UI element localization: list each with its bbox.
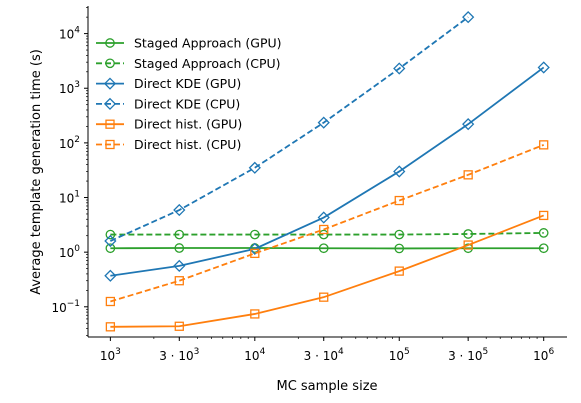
data-point <box>394 195 404 206</box>
series-1 <box>105 228 549 240</box>
x-tick-label: 105 <box>389 347 410 363</box>
data-point <box>538 243 549 254</box>
legend-marker <box>105 58 115 69</box>
data-point <box>319 224 329 235</box>
data-point <box>174 243 185 253</box>
data-point <box>174 276 184 286</box>
series-line <box>110 66 545 277</box>
legend-item: Direct hist. (CPU) <box>96 137 241 152</box>
data-point <box>537 61 550 74</box>
legend-item: Direct KDE (CPU) <box>96 96 240 111</box>
x-tick-label: 3 · 104 <box>304 347 344 363</box>
legend-label: Direct KDE (GPU) <box>134 76 241 91</box>
legend-label: Staged Approach (GPU) <box>134 36 282 51</box>
data-point <box>462 11 475 24</box>
data-point <box>462 118 475 131</box>
series-0 <box>105 243 549 254</box>
data-point <box>174 321 184 331</box>
data-point <box>319 292 329 302</box>
y-tick-label: 104 <box>59 26 80 42</box>
data-point <box>318 243 329 254</box>
data-point <box>317 116 330 129</box>
y-axis-label: Average template generation time (s) <box>29 49 44 295</box>
data-point <box>250 248 260 259</box>
y-tick-label: 10−1 <box>51 299 80 315</box>
data-point <box>174 229 185 240</box>
y-tick-label: 100 <box>59 244 80 260</box>
data-point <box>539 210 549 221</box>
series-line <box>110 144 545 303</box>
y-tick-label: 102 <box>59 135 80 151</box>
plot-area <box>104 11 550 332</box>
data-point <box>463 240 473 250</box>
data-point <box>105 243 116 254</box>
series-3 <box>104 11 475 248</box>
series-4 <box>105 210 549 332</box>
data-point <box>539 140 549 150</box>
x-tick-label: 104 <box>244 347 265 363</box>
series-2 <box>104 61 550 282</box>
legend-item: Staged Approach (CPU) <box>96 56 281 71</box>
data-point <box>248 161 261 174</box>
data-point <box>317 211 330 224</box>
legend-label: Staged Approach (CPU) <box>134 56 281 71</box>
legend-marker <box>103 97 117 111</box>
data-point <box>394 266 404 276</box>
data-point <box>105 296 116 307</box>
data-point <box>173 203 186 217</box>
data-point <box>249 229 260 240</box>
legend-item: Direct hist. (GPU) <box>96 117 242 132</box>
series-line <box>110 214 545 328</box>
data-point <box>248 242 261 255</box>
data-point <box>104 234 117 248</box>
data-point <box>394 229 405 240</box>
data-point <box>173 259 186 273</box>
data-point <box>393 62 406 75</box>
legend-item: Direct KDE (GPU) <box>96 76 241 91</box>
data-point <box>250 309 260 319</box>
series-5 <box>105 140 549 307</box>
series-line <box>110 16 469 242</box>
data-point <box>463 170 473 180</box>
data-point <box>105 229 116 240</box>
data-point <box>394 243 405 254</box>
x-ticks: 103 3 · 103 104 3 · 104 105 3 · 105 106 <box>100 337 554 363</box>
data-point <box>318 229 329 240</box>
data-point <box>538 228 549 238</box>
y-tick-label: 101 <box>59 190 80 206</box>
x-axis-label: MC sample size <box>276 379 377 394</box>
series-line <box>110 232 544 236</box>
legend-label: Direct hist. (CPU) <box>134 137 241 152</box>
legend-label: Direct hist. (GPU) <box>134 117 242 132</box>
legend-item: Staged Approach (GPU) <box>96 36 282 51</box>
legend-label: Direct KDE (CPU) <box>134 96 240 111</box>
data-point <box>104 269 117 282</box>
y-tick-label: 103 <box>59 80 80 96</box>
legend-marker <box>105 119 115 129</box>
legend-marker <box>105 139 115 150</box>
x-tick-label: 3 · 103 <box>159 347 199 363</box>
legend-marker <box>105 38 115 48</box>
x-tick-label: 106 <box>533 347 554 363</box>
data-point <box>105 322 116 332</box>
legend-marker <box>103 77 117 90</box>
x-tick-label: 103 <box>100 347 121 363</box>
data-point <box>393 165 406 178</box>
x-tick-label: 3 · 105 <box>448 347 488 363</box>
data-point <box>463 229 474 239</box>
y-ticks: 10−1 100 101 102 103 104 <box>51 7 88 336</box>
legend: Staged Approach (GPU) Staged Approach (CP… <box>96 36 282 152</box>
